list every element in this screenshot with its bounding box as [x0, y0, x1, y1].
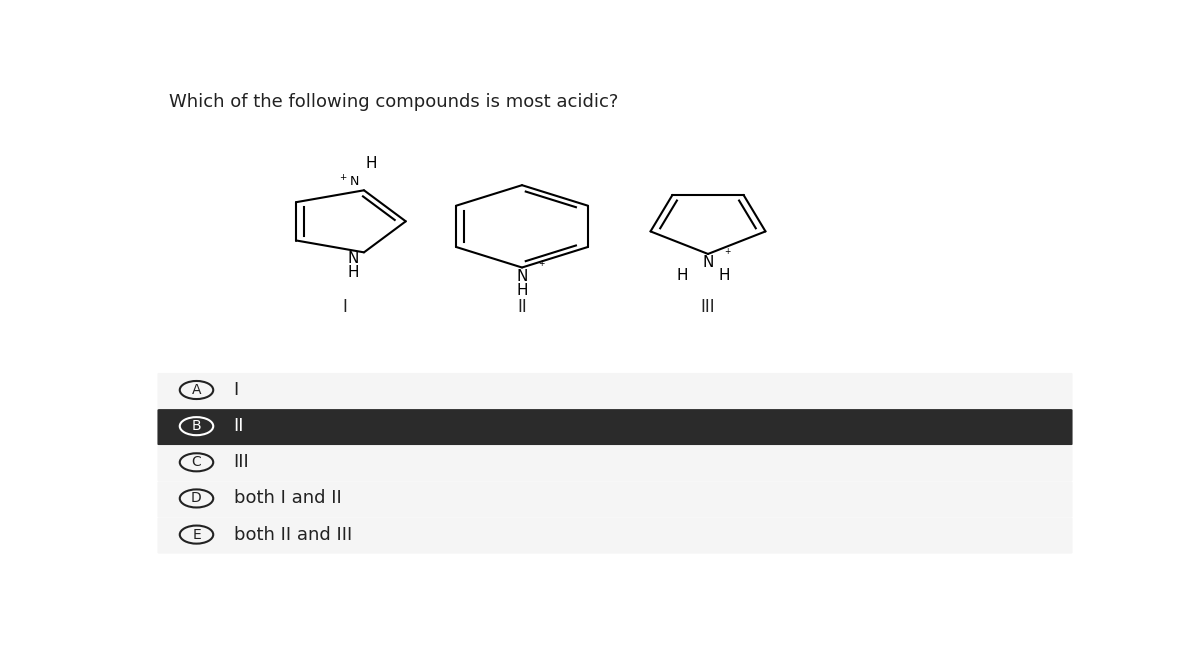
FancyBboxPatch shape: [157, 373, 1073, 409]
FancyBboxPatch shape: [157, 481, 1073, 518]
Text: I: I: [343, 298, 348, 316]
Text: C: C: [192, 455, 202, 469]
Text: II: II: [517, 298, 527, 316]
Text: D: D: [191, 492, 202, 505]
Text: N: N: [702, 255, 714, 270]
FancyBboxPatch shape: [157, 518, 1073, 554]
Text: H: H: [366, 156, 377, 171]
FancyBboxPatch shape: [157, 409, 1073, 445]
Text: H: H: [516, 282, 528, 297]
Text: III: III: [701, 298, 715, 316]
Text: $^+$: $^+$: [536, 259, 546, 269]
Text: both I and II: both I and II: [234, 490, 342, 507]
Text: Which of the following compounds is most acidic?: Which of the following compounds is most…: [168, 93, 618, 111]
Text: E: E: [192, 527, 200, 542]
Text: III: III: [234, 453, 250, 471]
Text: $^+$: $^+$: [722, 247, 732, 257]
Text: H: H: [719, 268, 731, 283]
Text: N: N: [347, 252, 359, 267]
Text: II: II: [234, 417, 245, 435]
Text: N: N: [516, 269, 528, 284]
Text: both II and III: both II and III: [234, 526, 352, 544]
Text: $^+$N: $^+$N: [338, 174, 359, 189]
FancyBboxPatch shape: [157, 445, 1073, 481]
Text: H: H: [347, 265, 359, 280]
Text: H: H: [677, 268, 688, 283]
Text: A: A: [192, 383, 202, 397]
Text: B: B: [192, 419, 202, 433]
Text: I: I: [234, 381, 239, 399]
